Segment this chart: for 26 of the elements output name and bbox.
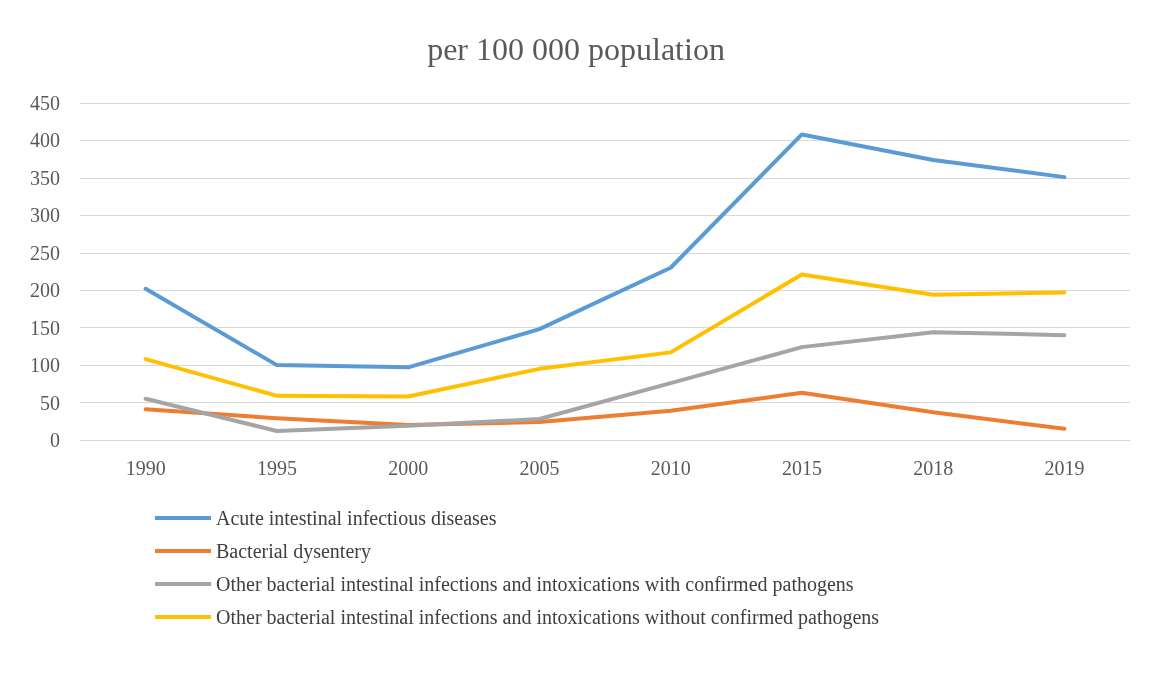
y-tick-label: 350 bbox=[30, 166, 60, 189]
x-tick-label: 2018 bbox=[913, 457, 954, 479]
y-tick-label: 150 bbox=[30, 316, 60, 339]
legend-label: Other bacterial intestinal infections and intoxications with confirmed pathogens bbox=[216, 573, 854, 596]
x-tick-label: 2015 bbox=[781, 457, 822, 479]
y-tick-label: 200 bbox=[30, 279, 60, 302]
y-tick-label: 250 bbox=[30, 241, 60, 264]
y-tick-label: 100 bbox=[30, 354, 60, 377]
y-tick-label: 0 bbox=[50, 429, 60, 451]
x-tick-label: 2019 bbox=[1044, 457, 1085, 479]
legend-label: Other bacterial intestinal infections and intoxications without confirmed pathogens bbox=[216, 606, 880, 629]
chart-title: per 100 000 population bbox=[427, 31, 725, 67]
line-series bbox=[143, 132, 1067, 370]
x-tick-label: 2010 bbox=[650, 457, 691, 479]
y-tick-label: 300 bbox=[30, 204, 60, 227]
y-tick-label: 450 bbox=[30, 92, 60, 114]
y-tick-label: 400 bbox=[30, 129, 60, 152]
legend-label: Bacterial dysentery bbox=[216, 540, 371, 563]
x-tick-label: 2000 bbox=[388, 457, 429, 479]
line-series bbox=[143, 272, 1067, 399]
legend-label: Acute intestinal infectious diseases bbox=[216, 507, 497, 529]
y-tick-label: 50 bbox=[40, 391, 60, 414]
x-tick-label: 1990 bbox=[125, 457, 166, 479]
x-tick-label: 1995 bbox=[256, 457, 297, 479]
x-tick-label: 2005 bbox=[519, 457, 560, 479]
line-series bbox=[143, 330, 1067, 434]
